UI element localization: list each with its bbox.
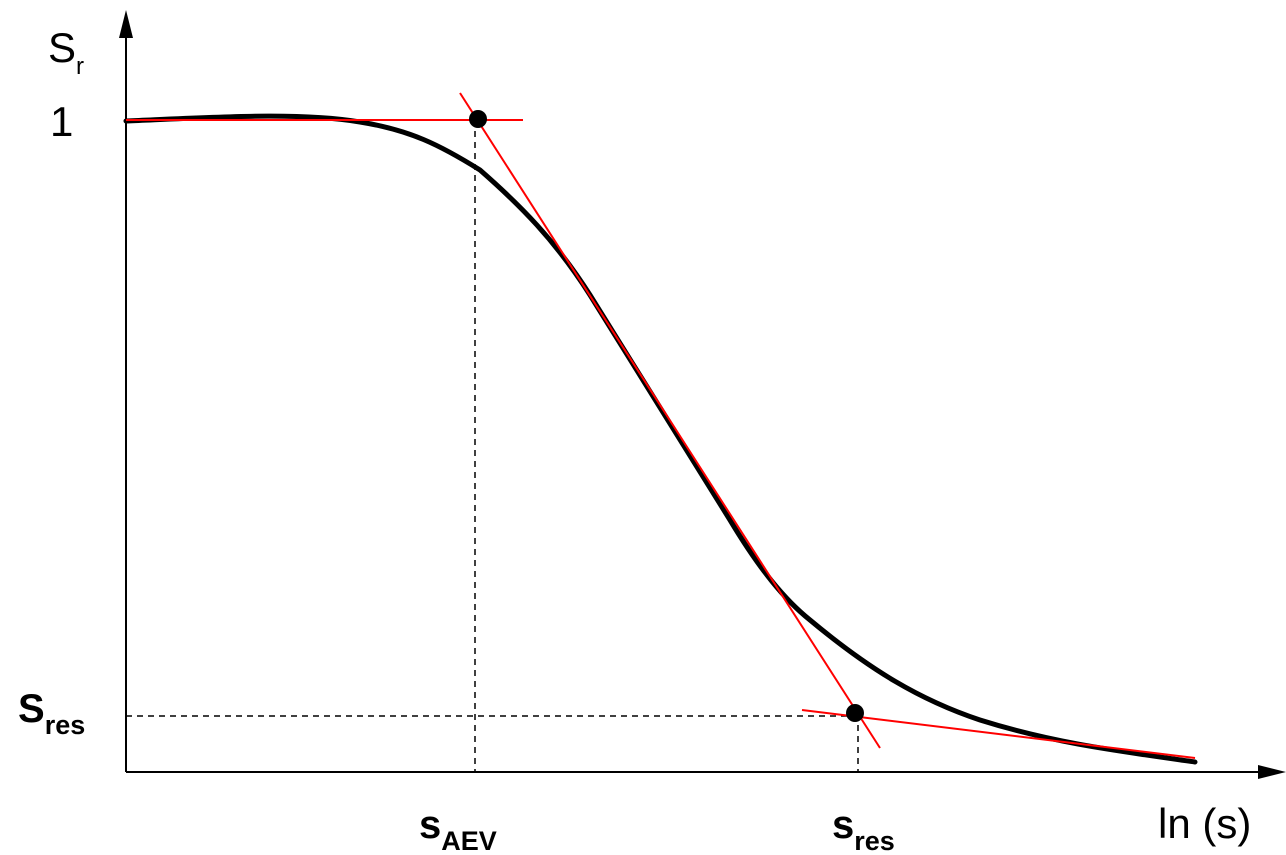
x-tick-residual-subscript: res [854, 826, 895, 855]
x-tick-aev-main: s [419, 803, 441, 847]
x-tick-aev: sAEV [419, 803, 497, 855]
y-tick-one: 1 [50, 98, 73, 145]
x-tick-aev-subscript: AEV [441, 826, 497, 855]
y-axis-label-subscript: r [76, 53, 84, 80]
retention-curve [123, 113, 1198, 765]
axes [119, 10, 1286, 779]
y-tick-residual: Sres [18, 687, 85, 740]
x-tick-residual-main: s [832, 803, 854, 847]
x-axis-arrowhead [1258, 765, 1286, 779]
residual-point [846, 704, 864, 722]
x-axis-label: ln (s) [1158, 800, 1251, 847]
tangent-lines [126, 92, 1196, 759]
y-axis-arrowhead [119, 10, 133, 38]
y-tick-residual-subscript: res [45, 710, 86, 740]
y-axis-label: Sr [48, 24, 84, 80]
aev-point [469, 110, 487, 128]
residual-tangent [801, 709, 1196, 759]
inflection-tangent [459, 92, 881, 749]
guide-lines [126, 120, 859, 772]
y-tick-residual-main: S [18, 687, 45, 731]
x-tick-residual: sres [832, 803, 895, 855]
y-axis-label-main: S [48, 24, 76, 71]
